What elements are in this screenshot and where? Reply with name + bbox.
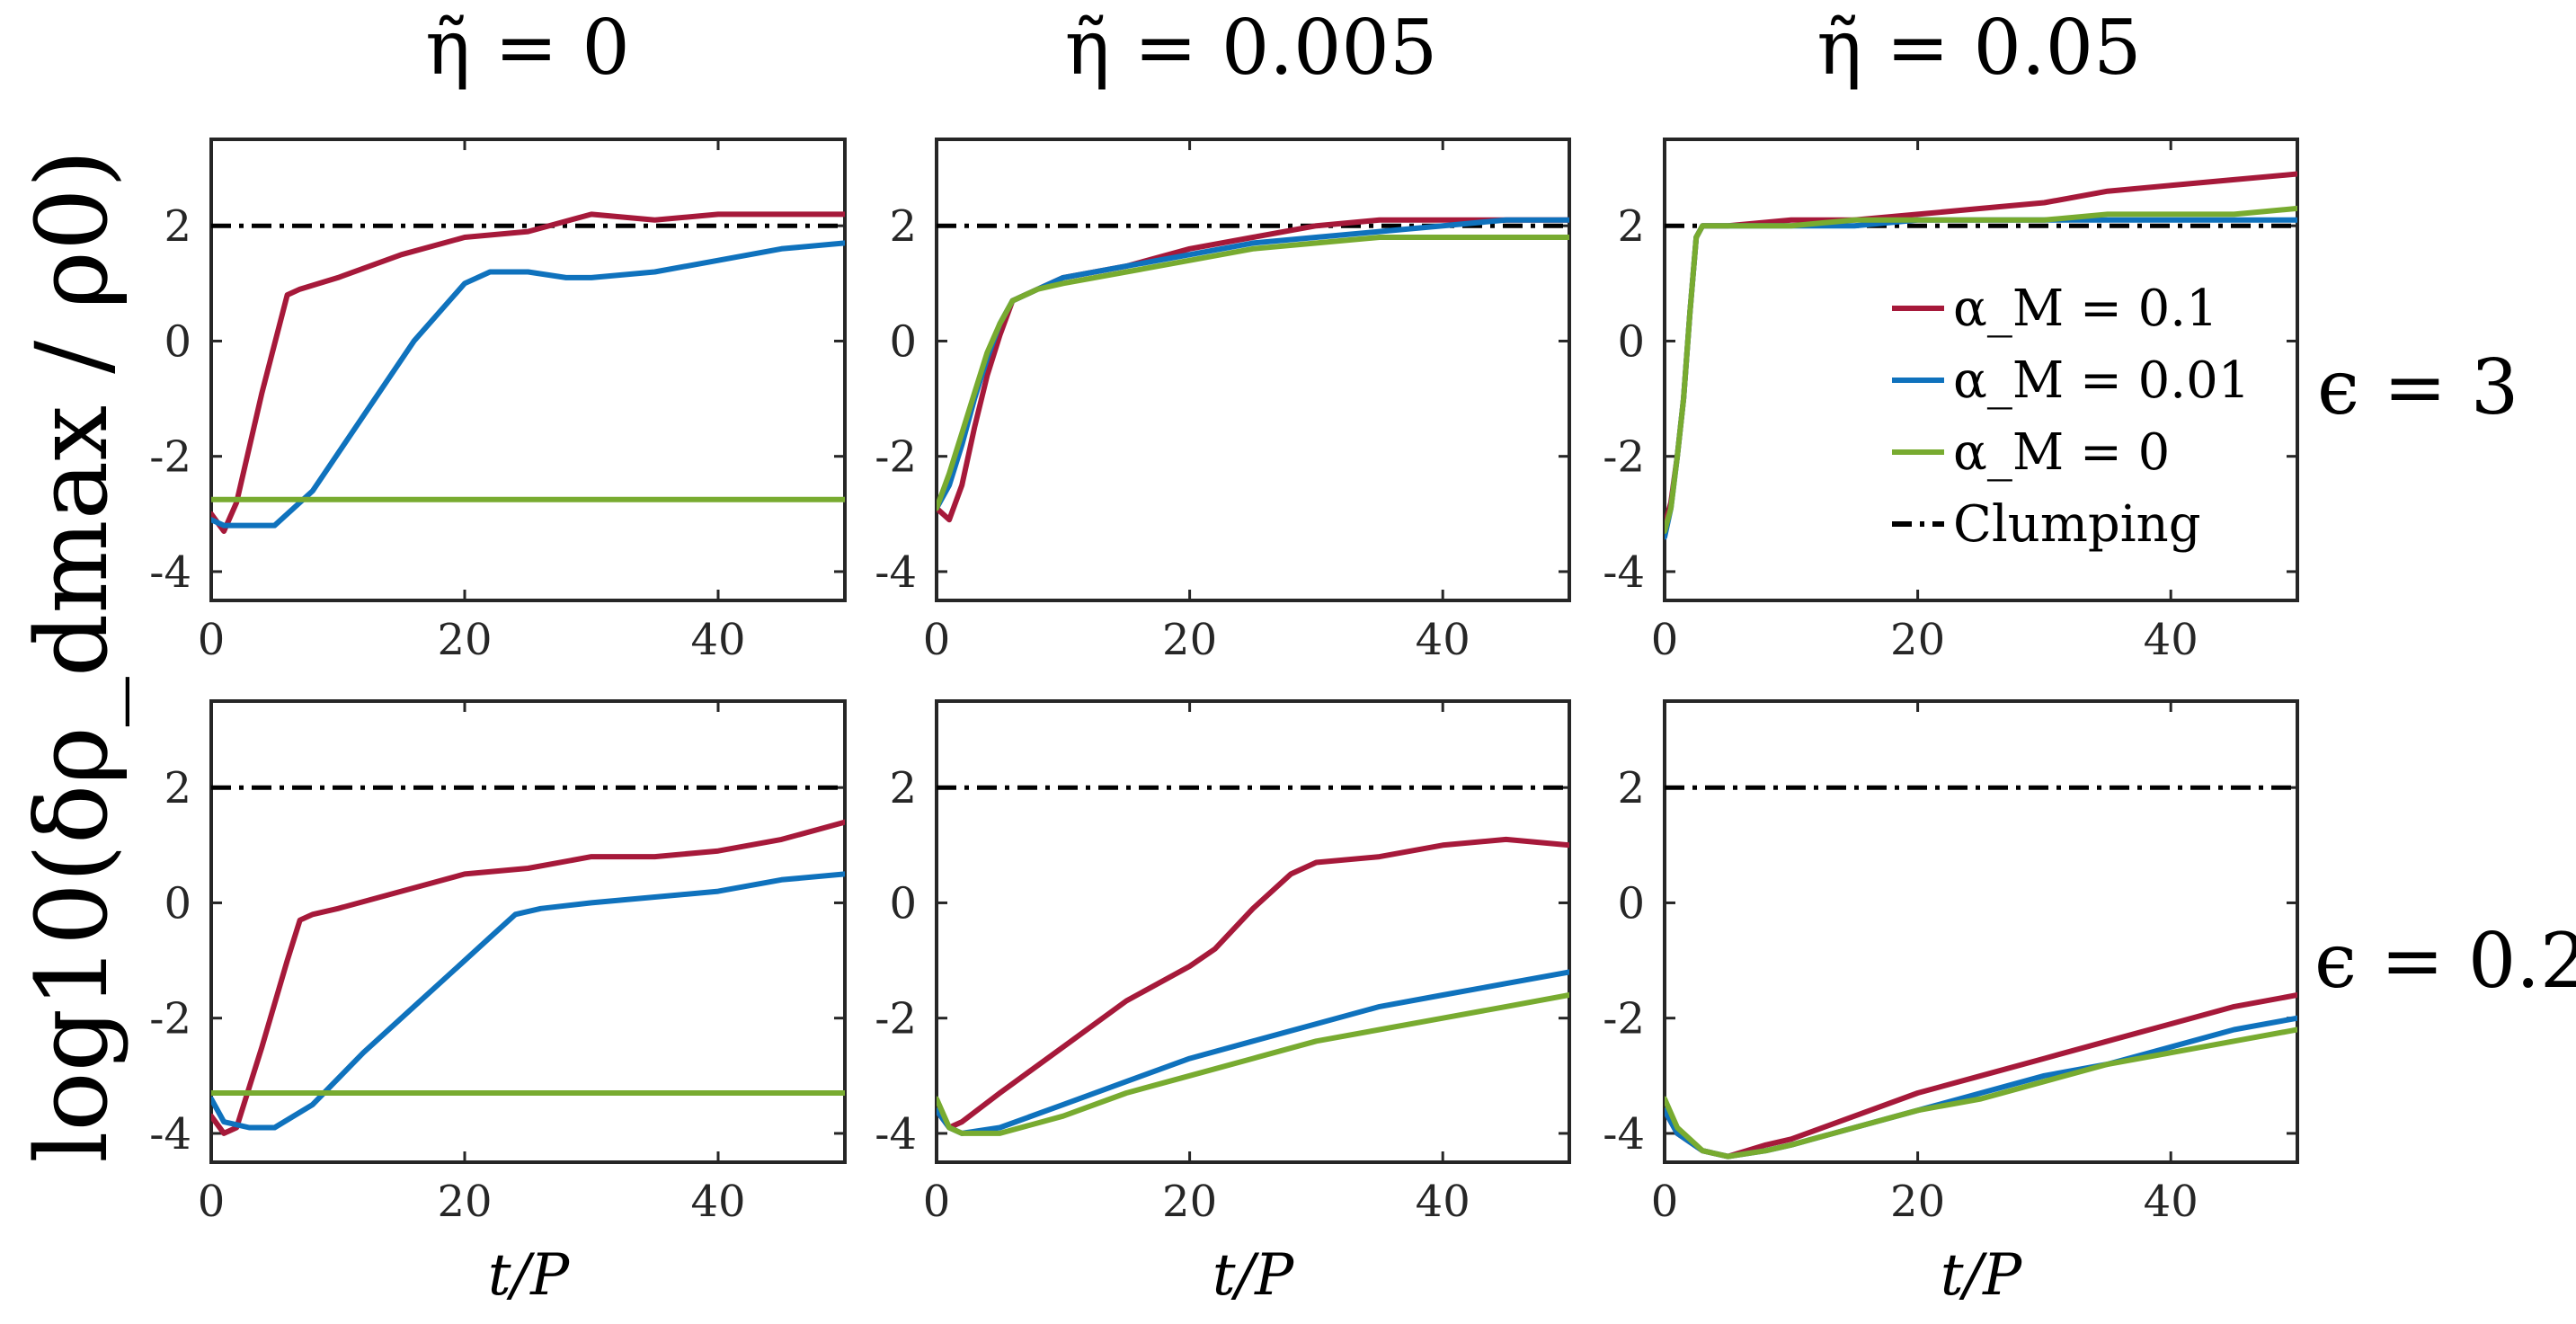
series-group	[937, 217, 1569, 523]
labels-layer: η̃ = 0 η̃ = 0.005 η̃ = 0.05 ϵ = 3 ϵ = 0.…	[14, 4, 2576, 1309]
legend-label-1: α_M = 0.1	[1953, 280, 2218, 338]
x-tick-label: 40	[1416, 615, 1470, 665]
x-tick-label: 20	[1890, 615, 1945, 665]
x-tick-label: 0	[923, 1177, 951, 1227]
y-tick-label: -2	[149, 994, 191, 1044]
x-tick-label: 40	[2144, 615, 2198, 665]
y-tick-label: 0	[889, 316, 917, 367]
x-tick-label: 20	[1162, 1177, 1217, 1227]
y-tick-label: -2	[875, 432, 917, 483]
x-axis-label-col-2: t/P	[1212, 1242, 1294, 1309]
y-tick-label: -2	[1603, 432, 1645, 483]
legend-label-2: α_M = 0.01	[1953, 351, 2250, 410]
panel-r1-c3: 0 20 40 -4 -2 0 2	[1603, 138, 2299, 665]
x-tick-label: 0	[923, 615, 951, 665]
y-tick-label: -2	[149, 432, 191, 483]
x-tick-label: 40	[2144, 1177, 2198, 1227]
x-tick-label: 40	[1416, 1177, 1470, 1227]
axes-frame	[209, 699, 847, 1164]
series-group	[937, 785, 1569, 1136]
panel-r2-c2: 0 20 40 -4 -2 0 2	[875, 699, 1571, 1227]
row-title-epsilon-3: ϵ = 3	[2317, 343, 2518, 431]
y-tick-label: -4	[149, 547, 191, 598]
y-tick-label: 0	[164, 316, 191, 367]
panel-r2-c3: 0 20 40 -4 -2 0 2	[1603, 699, 2299, 1227]
series-line-3	[937, 992, 1569, 1136]
series-line-3	[1665, 1026, 2297, 1160]
series-line-2	[211, 871, 845, 1131]
y-tick-label: -2	[1603, 994, 1645, 1044]
series-line-1	[211, 819, 845, 1136]
panel-r2-c1: 0 20 40 -4 -2 0 2	[149, 699, 847, 1227]
legend-label-4: Clumping	[1953, 495, 2201, 554]
x-tick-label: 0	[1651, 615, 1679, 665]
series-group	[1665, 785, 2297, 1160]
axes-frame	[1663, 699, 2299, 1164]
x-tick-label: 20	[1162, 615, 1217, 665]
panel-r1-c2: 0 20 40 -4 -2 0 2	[875, 138, 1571, 665]
y-tick-label: -2	[875, 994, 917, 1044]
series-group	[211, 211, 845, 534]
y-tick-label: -4	[875, 547, 917, 598]
column-title-eta-0: η̃ = 0	[425, 4, 630, 92]
y-tick-label: 2	[164, 763, 191, 813]
series-line-3	[937, 235, 1569, 511]
x-tick-label: 20	[437, 1177, 492, 1227]
y-tick-label: 2	[164, 201, 191, 252]
x-tick-label: 40	[690, 1177, 745, 1227]
y-tick-label: 0	[889, 878, 917, 929]
x-axis-label-col-3: t/P	[1941, 1242, 2022, 1309]
x-tick-label: 20	[1890, 1177, 1945, 1227]
x-tick-label: 40	[690, 615, 745, 665]
legend: α_M = 0.1 α_M = 0.01 α_M = 0 Clumping	[1892, 280, 2250, 554]
row-title-epsilon-0-2: ϵ = 0.2	[2314, 917, 2576, 1005]
y-tick-label: -4	[1603, 1109, 1645, 1160]
series-line-1	[937, 836, 1569, 1131]
column-title-eta-0-05: η̃ = 0.05	[1817, 4, 2141, 92]
y-tick-label: 2	[1617, 201, 1645, 252]
x-axis-label-col-1: t/P	[488, 1242, 570, 1309]
y-tick-label: -4	[1603, 547, 1645, 598]
x-tick-label: 0	[198, 1177, 226, 1227]
y-axis-label: log10(δρ_dmax / ρ0)	[14, 149, 129, 1163]
y-tick-label: 0	[164, 878, 191, 929]
axes-frame	[935, 699, 1571, 1164]
axes-frame	[209, 138, 847, 602]
y-tick-label: -4	[149, 1109, 191, 1160]
y-tick-label: 2	[1617, 763, 1645, 813]
legend-label-3: α_M = 0	[1953, 423, 2170, 482]
series-group	[211, 785, 845, 1136]
series-group	[1665, 171, 2297, 540]
x-tick-label: 0	[1651, 1177, 1679, 1227]
axes-frame	[935, 138, 1571, 602]
column-title-eta-0-005: η̃ = 0.005	[1065, 4, 1438, 92]
y-tick-label: 0	[1617, 878, 1645, 929]
y-tick-label: 2	[889, 201, 917, 252]
y-tick-label: -4	[875, 1109, 917, 1160]
x-tick-label: 0	[198, 615, 226, 665]
x-tick-label: 20	[437, 615, 492, 665]
series-line-2	[211, 240, 845, 529]
series-line-3	[1665, 205, 2297, 534]
y-tick-label: 2	[889, 763, 917, 813]
series-line-1	[211, 211, 845, 534]
y-tick-label: 0	[1617, 316, 1645, 367]
panel-r1-c1: 0 20 40 -4 -2 0 2	[149, 138, 847, 665]
